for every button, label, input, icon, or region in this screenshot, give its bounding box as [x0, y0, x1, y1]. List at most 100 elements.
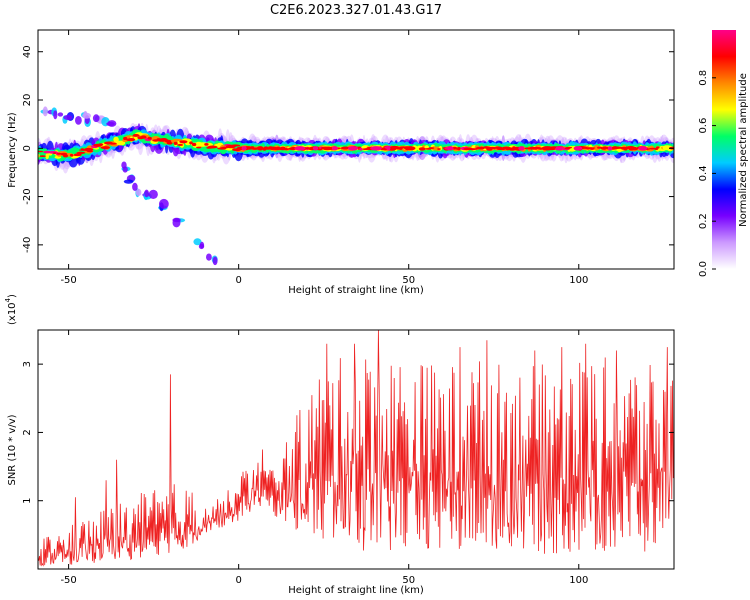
heatmap-y-axis-label: Frequency (Hz)	[7, 112, 18, 188]
heatmap-cell	[173, 141, 178, 145]
heatmap-cell	[132, 133, 140, 137]
heatmap-cell	[241, 146, 247, 151]
heatmap-y-tick-label: -40	[22, 237, 33, 253]
heatmap-cell	[204, 143, 209, 146]
heatmap-cell	[100, 146, 111, 150]
heatmap-cell	[607, 146, 613, 151]
snr-marks	[38, 330, 674, 567]
heatmap-cell	[257, 146, 264, 151]
snr-panel: -50 0 50 100 1 2 3 Height of straight line (km…	[4, 294, 675, 596]
snr-x-tick-label: -50	[60, 575, 76, 586]
heatmap-panel: -50 0 50 100 -40 -20 0 20 40 Height of straight …	[7, 29, 675, 296]
heatmap-y-tick-label: 40	[22, 45, 33, 58]
heatmap-cell	[191, 142, 197, 147]
heatmap-cell	[479, 146, 485, 150]
heatmap-cell	[166, 141, 173, 145]
heatmap-cell	[115, 140, 126, 146]
heatmap-cell	[53, 152, 57, 155]
heatmap-cell	[62, 154, 69, 158]
heatmap-x-tick-label: 50	[402, 275, 415, 286]
heatmap-cell	[196, 146, 202, 149]
heatmap-cell	[159, 198, 169, 209]
heatmap-cell	[38, 150, 44, 153]
heatmap-cell	[279, 147, 290, 151]
colorbar-tick-label: 0.4	[698, 165, 709, 181]
colorbar-ticks: 0.0 0.2 0.4 0.6 0.8	[698, 70, 716, 277]
heatmap-y-tick-label: 0	[22, 145, 33, 151]
heatmap-cell	[566, 146, 573, 149]
heatmap-cell	[340, 146, 351, 150]
heatmap-cell	[172, 138, 182, 142]
heatmap-cell	[144, 189, 150, 198]
heatmap-cell	[83, 147, 94, 152]
colorbar-tick-label: 0.0	[698, 261, 709, 277]
heatmap-cell	[123, 179, 134, 184]
heatmap-cell	[42, 106, 48, 117]
heatmap-cell	[147, 136, 152, 140]
heatmap-cell	[593, 145, 600, 151]
snr-y-axis-label: SNR (10 * v/v)	[7, 414, 18, 485]
heatmap-cell	[135, 188, 142, 196]
heatmap-cell	[76, 151, 86, 154]
heatmap-cell	[457, 146, 461, 151]
heatmap-cell	[638, 146, 648, 151]
heatmap-cell	[92, 114, 100, 123]
heatmap-cell	[179, 140, 188, 144]
heatmap-cell	[428, 147, 435, 150]
heatmap-cell	[207, 145, 218, 149]
snr-y-tick-label: 1	[22, 498, 33, 504]
heatmap-cell	[404, 146, 416, 151]
snr-series-line	[38, 330, 674, 567]
heatmap-cell	[467, 148, 478, 151]
heatmap-cell	[370, 146, 382, 151]
heatmap-y-tick-label: -20	[22, 188, 33, 204]
snr-x-tick-label: 50	[402, 575, 415, 586]
heatmap-cell	[82, 112, 91, 119]
heatmap-cell	[121, 161, 127, 169]
heatmap-cell	[294, 146, 306, 151]
heatmap-y-tick-label: 20	[22, 94, 33, 107]
heatmap-cell	[109, 142, 117, 145]
heatmap-cell	[140, 135, 147, 139]
heatmap-x-axis-label: Height of straight line (km)	[288, 285, 424, 296]
snr-x-tick-label: 0	[235, 575, 241, 586]
heatmap-cell	[45, 153, 49, 160]
snr-scale-label-close: )	[7, 294, 18, 298]
heatmap-cell	[518, 146, 525, 151]
heatmap-cell	[113, 136, 119, 143]
snr-scale-label: (x104)	[4, 294, 18, 325]
heatmap-cell	[347, 146, 359, 151]
heatmap-cell	[573, 146, 583, 151]
heatmap-cell	[331, 146, 338, 151]
heatmap-cell	[107, 120, 117, 127]
heatmap-cell	[212, 256, 218, 266]
heatmap-marks	[38, 106, 674, 266]
heatmap-cell	[555, 146, 564, 151]
heatmap-cell	[193, 238, 202, 246]
snr-scale-label-base: (x10	[7, 302, 18, 325]
colorbar-tick-label: 0.6	[698, 118, 709, 134]
heatmap-cell	[541, 146, 554, 151]
snr-x-axis-label: Height of straight line (km)	[288, 585, 424, 596]
colorbar-tick-label: 0.8	[698, 70, 709, 86]
heatmap-cell	[230, 144, 241, 147]
heatmap-cell	[172, 218, 181, 228]
snr-scale-label-exp: 4	[4, 297, 12, 302]
snr-ticks: -50 0 50 100 1 2 3	[22, 330, 674, 586]
snr-y-tick-label: 3	[22, 361, 33, 367]
heatmap-x-tick-label: 100	[569, 275, 588, 286]
heatmap-cell	[359, 147, 363, 151]
heatmap-cell	[148, 189, 158, 199]
heatmap-cell	[492, 147, 496, 150]
colorbar: 0.0 0.2 0.4 0.6 0.8 Normalized spectral ampl…	[698, 30, 749, 277]
heatmap-cell	[656, 146, 660, 149]
heatmap-cell	[312, 146, 319, 151]
snr-frame	[37, 329, 675, 570]
heatmap-cell	[98, 143, 104, 146]
heatmap-cell	[63, 115, 73, 120]
heatmap-cell	[437, 148, 441, 150]
heatmap-cell	[596, 146, 603, 149]
heatmap-cell	[418, 147, 426, 151]
heatmap-cell	[177, 143, 184, 146]
